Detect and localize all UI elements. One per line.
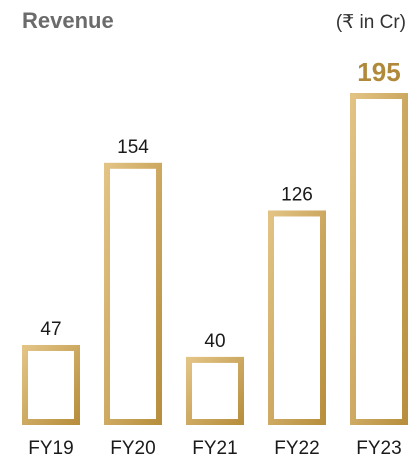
bars-group: 47 FY19 154 FY20 40 FY21 126 FY22 195 FY23 [22, 57, 408, 459]
bar-fy22 [268, 210, 326, 425]
bar-fy19 [22, 344, 80, 426]
chart-unit: (₹ in Cr) [335, 12, 406, 33]
value-label-fy21: 40 [204, 331, 225, 352]
value-label-fy20: 154 [117, 137, 149, 158]
category-label-fy19: FY19 [28, 438, 73, 459]
category-label-fy23: FY23 [356, 438, 401, 459]
value-label-fy22: 126 [281, 184, 313, 205]
bar-fy20 [104, 162, 162, 426]
bar-fy21 [186, 356, 244, 425]
category-label-fy20: FY20 [110, 438, 155, 459]
category-label-fy22: FY22 [274, 438, 319, 459]
value-label-fy19: 47 [40, 319, 61, 340]
bar-fy23 [350, 93, 408, 425]
chart-title: Revenue [22, 8, 114, 33]
category-label-fy21: FY21 [192, 438, 237, 459]
value-label-fy23: 195 [357, 57, 400, 87]
